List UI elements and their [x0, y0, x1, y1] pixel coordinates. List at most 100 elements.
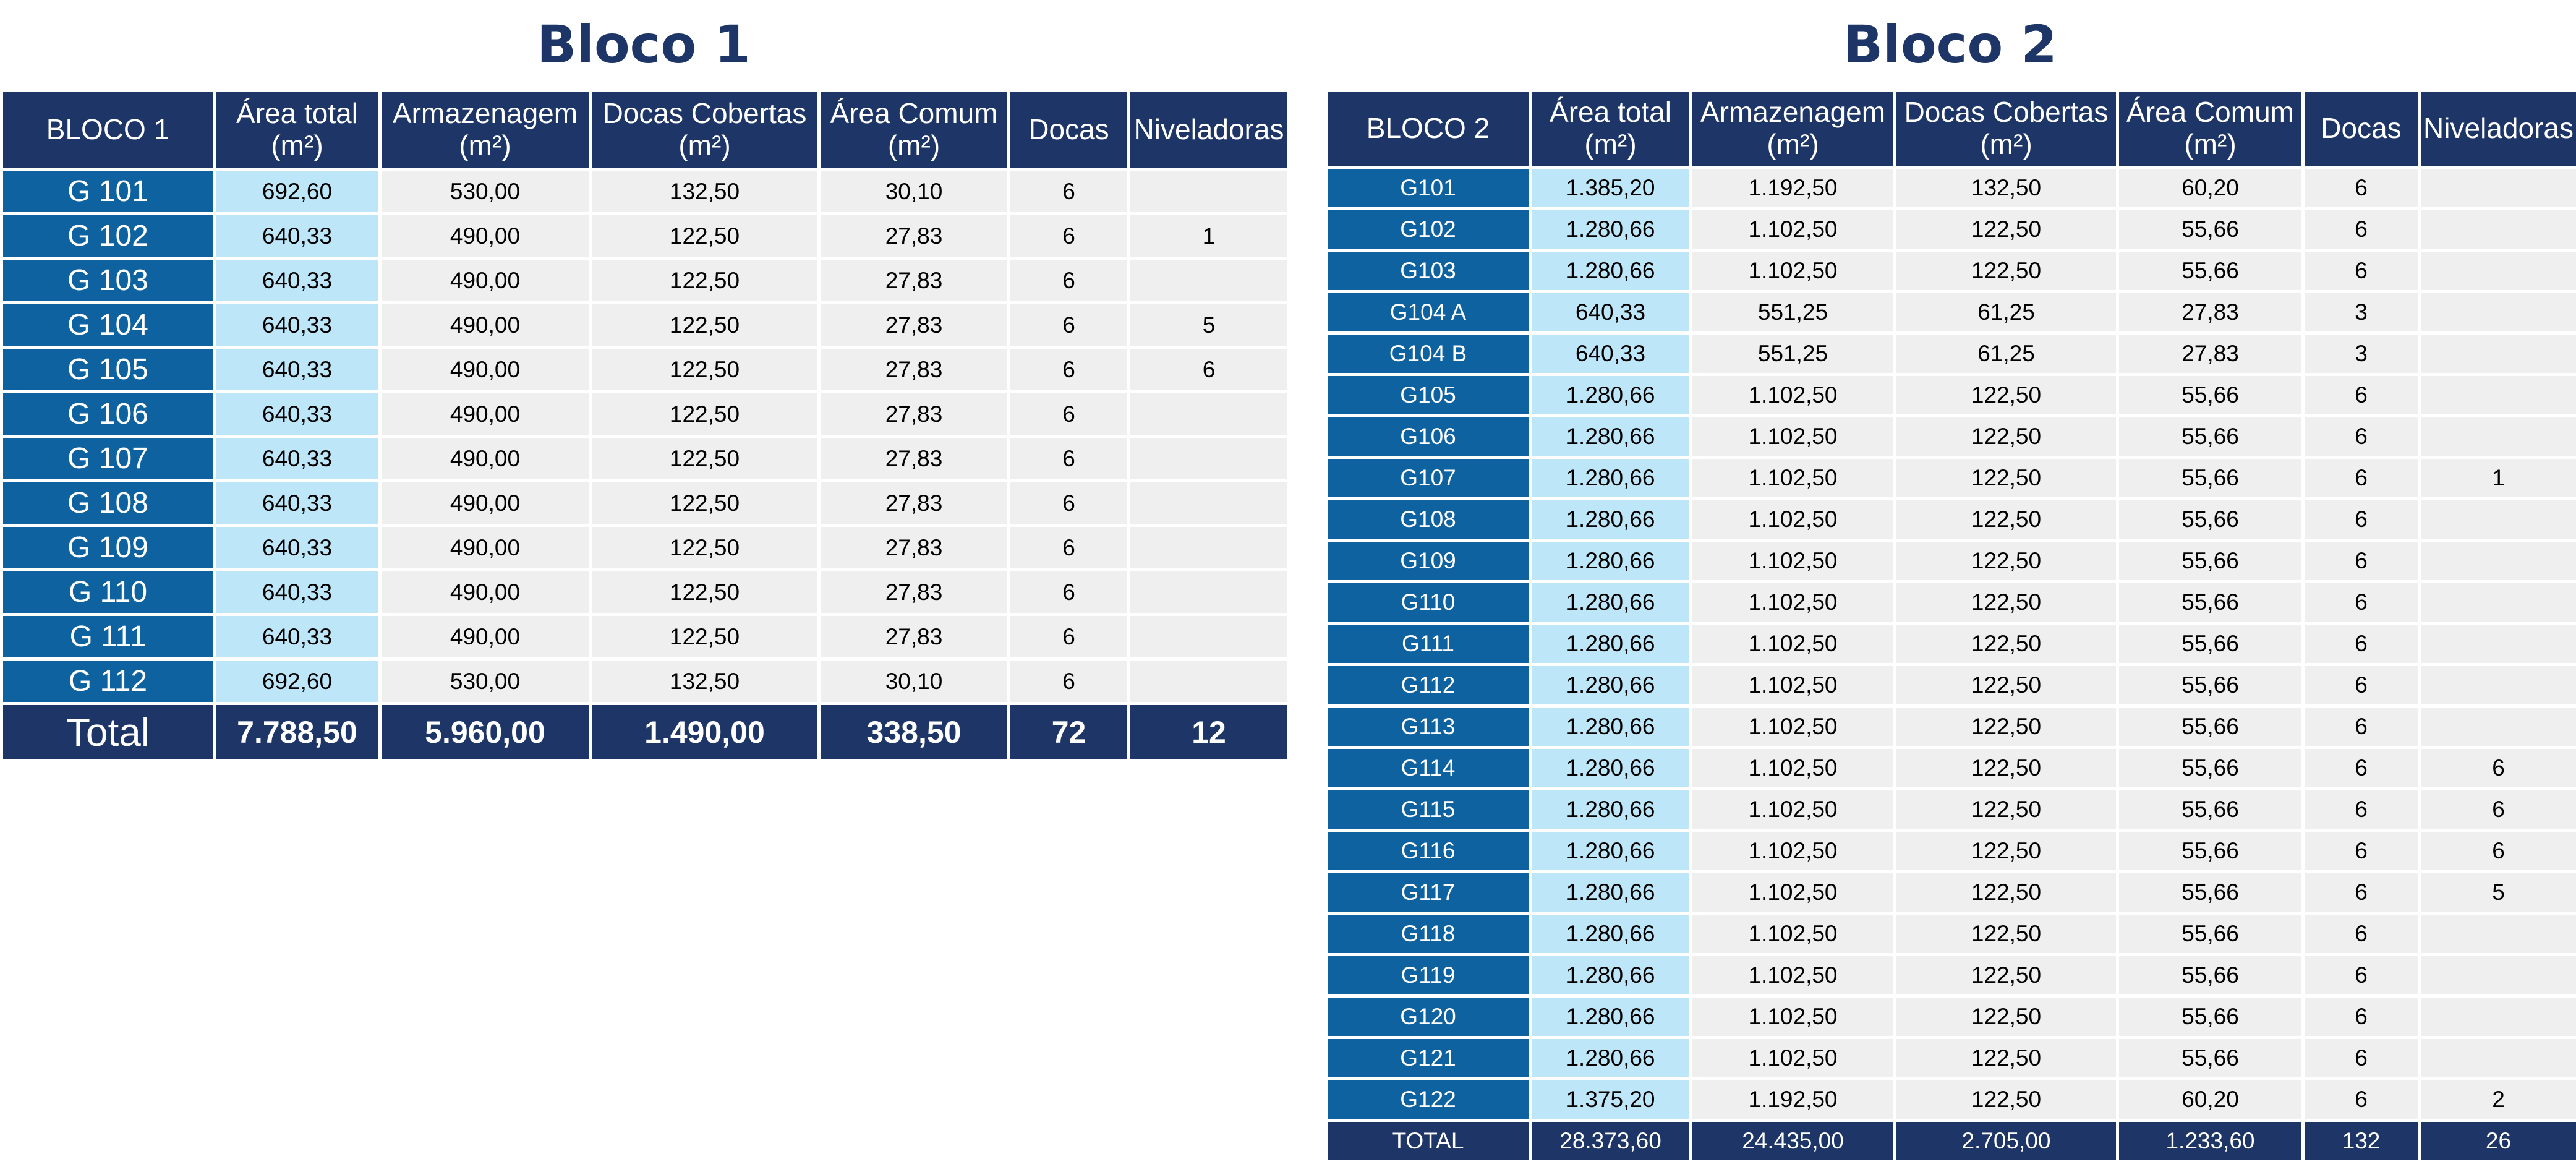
- cell-area-comum: 60,20: [2116, 166, 2305, 210]
- cell-area-total: 640,33: [213, 212, 382, 260]
- cell-docas: 6: [2301, 622, 2421, 666]
- cell-area-total: 640,33: [213, 568, 382, 616]
- cell-armazenagem: 1.102,50: [1689, 373, 1896, 417]
- column-header-area-comum: Área Comum (m²): [817, 88, 1010, 171]
- cell-niveladoras: [2418, 207, 2576, 252]
- cell-docas-cobertas: 122,50: [1893, 870, 2119, 915]
- table-row: G116 1.280,66 1.102,50 122,50 55,66 6 6: [1324, 829, 2576, 873]
- total-row: TOTAL 28.373,60 24.435,00 2.705,00 1.233,60 1…: [1324, 1119, 2576, 1163]
- cell-armazenagem: 1.102,50: [1689, 704, 1896, 749]
- cell-area-comum: 27,83: [817, 479, 1010, 527]
- cell-niveladoras: 6: [2418, 829, 2576, 873]
- total-cell-area-total: 7.788,50: [213, 702, 382, 762]
- cell-unit-label: G120: [1324, 994, 1532, 1039]
- column-header-armazenagem: Armazenagem (m²): [1689, 88, 1896, 169]
- cell-armazenagem: 490,00: [378, 212, 592, 260]
- cell-area-comum: 55,66: [2116, 373, 2305, 417]
- bloco-2-title: Bloco 2: [1843, 14, 2057, 75]
- cell-niveladoras: [2418, 414, 2576, 459]
- cell-docas-cobertas: 122,50: [589, 390, 821, 438]
- total-cell-docas-cobertas: 1.490,00: [589, 702, 821, 762]
- cell-docas-cobertas: 122,50: [589, 346, 821, 393]
- cell-area-total: 1.280,66: [1529, 663, 1692, 708]
- cell-niveladoras: [2418, 580, 2576, 625]
- cell-area-total: 1.375,20: [1529, 1077, 1692, 1122]
- cell-docas: 6: [2301, 1036, 2421, 1080]
- cell-armazenagem: 490,00: [378, 479, 592, 527]
- total-cell-unit-label: TOTAL: [1324, 1119, 1532, 1163]
- table-row: G120 1.280,66 1.102,50 122,50 55,66 6: [1324, 994, 2576, 1039]
- cell-area-comum: 27,83: [817, 346, 1010, 393]
- cell-docas-cobertas: 122,50: [1893, 746, 2119, 790]
- bloco-1-title: Bloco 1: [537, 14, 751, 75]
- column-header-area-comum: Área Comum (m²): [2116, 88, 2305, 169]
- cell-armazenagem: 490,00: [378, 390, 592, 438]
- cell-niveladoras: [1127, 435, 1290, 482]
- cell-docas: 6: [1007, 524, 1130, 571]
- cell-area-total: 1.280,66: [1529, 953, 1692, 998]
- cell-armazenagem: 490,00: [378, 257, 592, 304]
- cell-docas-cobertas: 122,50: [1893, 497, 2119, 542]
- cell-unit-label: G 105: [0, 346, 216, 393]
- cell-unit-label: G119: [1324, 953, 1532, 998]
- cell-area-comum: 55,66: [2116, 497, 2305, 542]
- table-row: G 103 640,33 490,00 122,50 27,83 6: [0, 257, 1290, 304]
- cell-unit-label: G 102: [0, 212, 216, 260]
- cell-area-comum: 55,66: [2116, 829, 2305, 873]
- cell-niveladoras: [1127, 390, 1290, 438]
- cell-area-comum: 27,83: [817, 613, 1010, 661]
- cell-docas: 6: [2301, 912, 2421, 956]
- cell-unit-label: G110: [1324, 580, 1532, 625]
- table-row: G119 1.280,66 1.102,50 122,50 55,66 6: [1324, 953, 2576, 998]
- cell-armazenagem: 1.102,50: [1689, 663, 1896, 708]
- cell-armazenagem: 1.102,50: [1689, 456, 1896, 500]
- cell-niveladoras: [2418, 1036, 2576, 1080]
- cell-area-comum: 30,10: [817, 168, 1010, 215]
- cell-niveladoras: 1: [2418, 456, 2576, 500]
- total-cell-area-total: 28.373,60: [1529, 1119, 1692, 1163]
- cell-area-total: 692,60: [213, 657, 382, 705]
- cell-docas: 6: [2301, 829, 2421, 873]
- cell-area-comum: 27,83: [817, 301, 1010, 349]
- cell-armazenagem: 530,00: [378, 168, 592, 215]
- column-header-niveladoras: Niveladoras: [1127, 88, 1290, 171]
- cell-niveladoras: [1127, 257, 1290, 304]
- cell-unit-label: G 104: [0, 301, 216, 349]
- cell-armazenagem: 1.102,50: [1689, 746, 1896, 790]
- cell-docas-cobertas: 122,50: [1893, 912, 2119, 956]
- cell-area-total: 1.280,66: [1529, 497, 1692, 542]
- cell-docas: 6: [2301, 870, 2421, 915]
- cell-docas-cobertas: 122,50: [1893, 456, 2119, 500]
- cell-docas: 6: [2301, 166, 2421, 210]
- cell-area-total: 640,33: [213, 524, 382, 571]
- cell-docas: 6: [1007, 479, 1130, 527]
- cell-docas-cobertas: 132,50: [589, 657, 821, 705]
- table-row: G113 1.280,66 1.102,50 122,50 55,66 6: [1324, 704, 2576, 749]
- cell-niveladoras: 6: [2418, 746, 2576, 790]
- total-cell-docas-cobertas: 2.705,00: [1893, 1119, 2119, 1163]
- table-row: G106 1.280,66 1.102,50 122,50 55,66 6: [1324, 414, 2576, 459]
- table-row: G112 1.280,66 1.102,50 122,50 55,66 6: [1324, 663, 2576, 708]
- cell-area-total: 1.280,66: [1529, 870, 1692, 915]
- table-row: G118 1.280,66 1.102,50 122,50 55,66 6: [1324, 912, 2576, 956]
- table-row: G117 1.280,66 1.102,50 122,50 55,66 6 5: [1324, 870, 2576, 915]
- cell-area-comum: 55,66: [2116, 207, 2305, 252]
- cell-niveladoras: 5: [1127, 301, 1290, 349]
- cell-area-total: 640,33: [213, 346, 382, 393]
- cell-unit-label: G 108: [0, 479, 216, 527]
- table-row: G109 1.280,66 1.102,50 122,50 55,66 6: [1324, 539, 2576, 583]
- cell-docas: 6: [2301, 746, 2421, 790]
- cell-area-comum: 55,66: [2116, 456, 2305, 500]
- cell-niveladoras: [1127, 524, 1290, 571]
- cell-niveladoras: [1127, 568, 1290, 616]
- cell-docas: 6: [2301, 580, 2421, 625]
- column-header-docas-cobertas: Docas Cobertas (m²): [1893, 88, 2119, 169]
- cell-armazenagem: 490,00: [378, 346, 592, 393]
- cell-area-comum: 55,66: [2116, 580, 2305, 625]
- cell-armazenagem: 1.102,50: [1689, 622, 1896, 666]
- total-cell-armazenagem: 5.960,00: [378, 702, 592, 762]
- cell-area-comum: 55,66: [2116, 746, 2305, 790]
- column-header-docas: Docas: [1007, 88, 1130, 171]
- cell-area-total: 640,33: [213, 613, 382, 661]
- cell-area-comum: 27,83: [2116, 331, 2305, 376]
